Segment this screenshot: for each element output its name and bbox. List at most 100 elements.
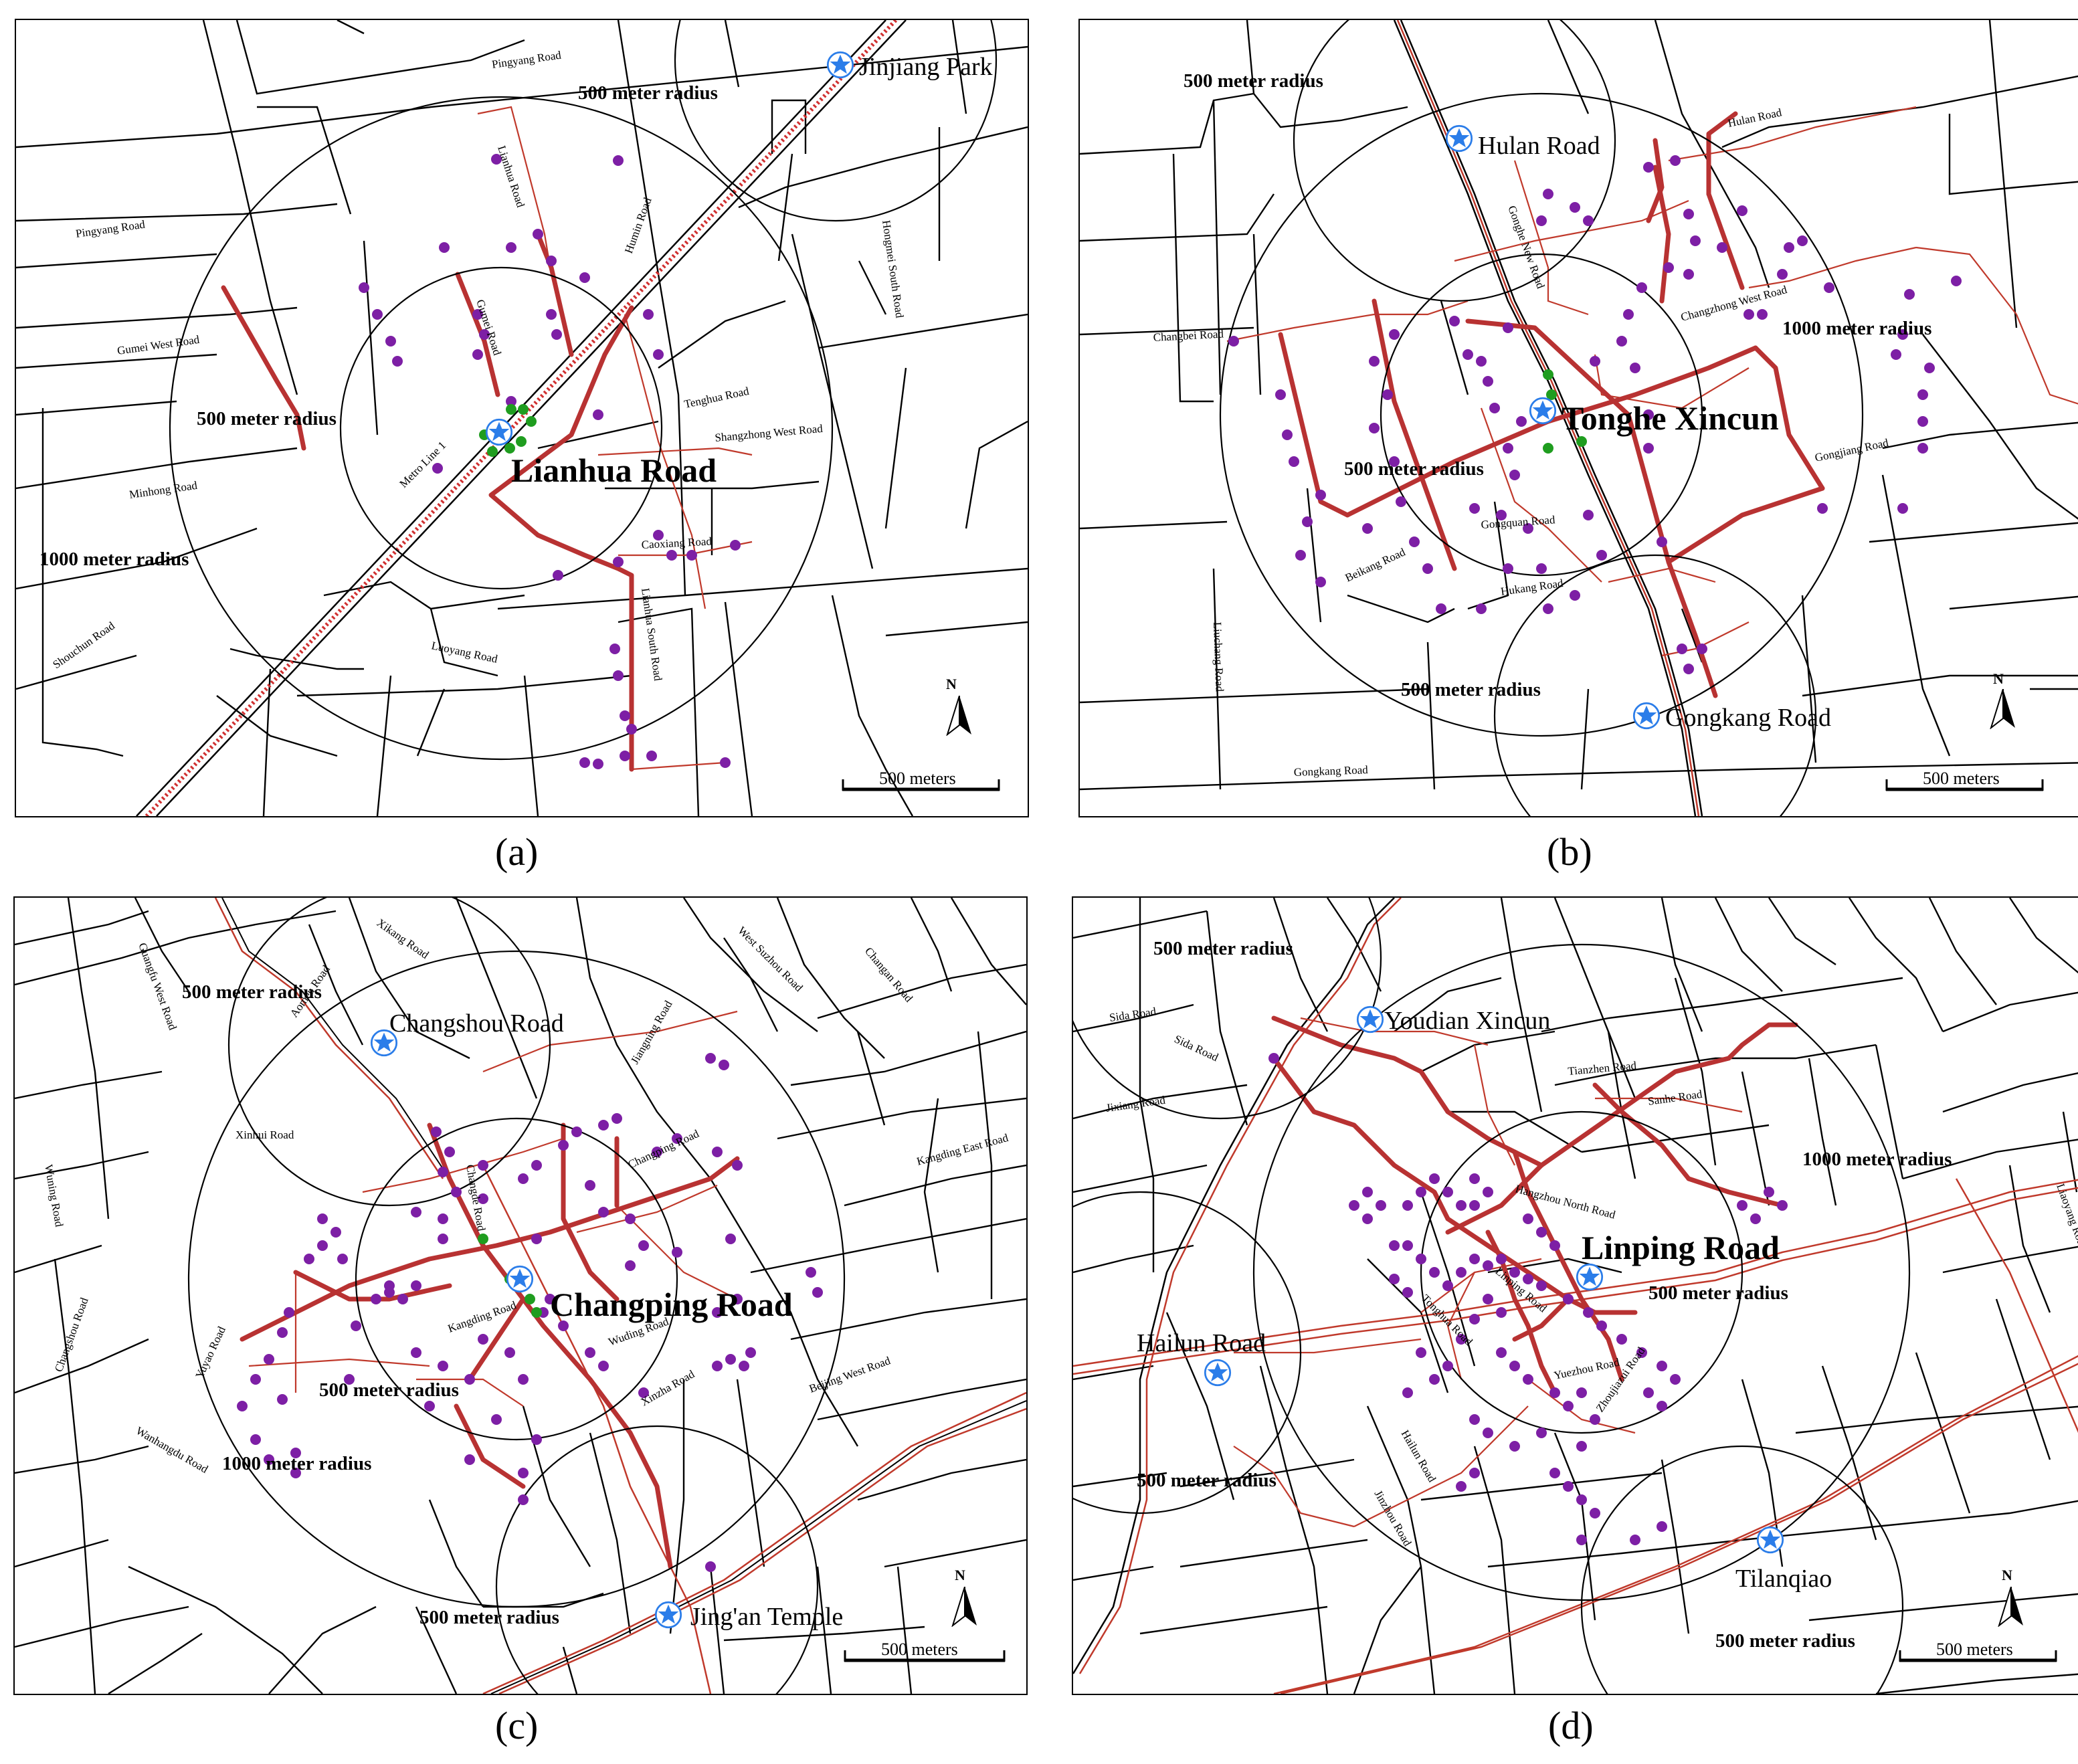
map-panel-d: Sida Road Sida Road Tianzhen Road Sanhe … xyxy=(1072,896,2078,1695)
road-labels: Hulan Road Gonghe New Road Changbei Road… xyxy=(1153,106,1890,779)
radius-labels: 500 meter radius 1000 meter radius 500 m… xyxy=(1137,938,1952,1652)
radius-label: 1000 meter radius xyxy=(1782,318,1931,339)
station-label: Tilanqiao xyxy=(1735,1565,1832,1593)
radius-label: 500 meter radius xyxy=(419,1607,559,1628)
caption-a: (a) xyxy=(495,830,539,874)
road-label: Pingyang Road xyxy=(491,49,562,71)
road-label: Sida Road xyxy=(1172,1032,1220,1064)
main-station-star-icon xyxy=(1576,1263,1604,1291)
road-label: Humin Road xyxy=(622,195,654,255)
north-arrow-icon xyxy=(947,696,972,735)
road-label: Jixiang Road xyxy=(1105,1094,1167,1114)
road-label: Xikang Road xyxy=(375,916,432,962)
station-star-icon xyxy=(1756,1526,1784,1554)
station-star-icon xyxy=(826,51,854,79)
station-star-icon xyxy=(1204,1359,1232,1387)
main-station-star-icon xyxy=(1529,397,1557,425)
road-label: Xinhui Road xyxy=(235,1129,294,1141)
station-label: Jinjiang Park xyxy=(859,53,992,81)
scale-bar: 500 meters xyxy=(1885,769,2044,791)
radius-labels: 500 meter radius 500 meter radius 1000 m… xyxy=(182,981,559,1628)
scale-label: 500 meters xyxy=(881,1640,958,1659)
station-label: Gongkang Road xyxy=(1665,704,1831,732)
metro-lines xyxy=(214,898,1026,1694)
poi-points xyxy=(237,1053,823,1572)
radius-labels: 500 meter radius 1000 meter radius 500 m… xyxy=(1184,70,1931,700)
road-label: Kangding East Road xyxy=(915,1131,1010,1168)
map-panel-c: Xikang Road Guangfu West Road Aomen Road… xyxy=(13,896,1028,1695)
scale-label: 500 meters xyxy=(1923,769,2000,788)
main-station-label: Linping Road xyxy=(1582,1229,1780,1266)
main-station-label: Changping Road xyxy=(550,1286,793,1323)
thick-red-routes xyxy=(221,231,634,772)
metro-line xyxy=(1393,20,1703,816)
scale-bar: 500 meters xyxy=(842,769,1000,791)
poi-points xyxy=(359,154,741,769)
road-label: Beikang Road xyxy=(1343,545,1408,584)
road-label: Luoyang Road xyxy=(430,639,499,666)
north-arrow-icon xyxy=(1990,689,2016,728)
road-label: Yuezhou Road xyxy=(1553,1356,1621,1382)
road-label: Sanhe Road xyxy=(1647,1088,1703,1108)
road-label: Changan Road xyxy=(862,945,916,1005)
road-label: Changshou Road xyxy=(52,1296,91,1374)
buffer-rings xyxy=(187,898,846,1694)
road-label: Hongmei South Road xyxy=(880,219,906,319)
road-label: Hailun Road xyxy=(1399,1428,1439,1485)
radius-label: 500 meter radius xyxy=(1648,1282,1788,1304)
thin-red-routes xyxy=(248,1010,738,1407)
main-station-star-icon xyxy=(506,1265,534,1293)
radius-label: 500 meter radius xyxy=(578,82,718,104)
caption-d: (d) xyxy=(1548,1704,1594,1747)
road-label: Gumei West Road xyxy=(116,333,201,357)
north-label: N xyxy=(946,676,957,692)
road-label: Hukang Road xyxy=(1500,577,1564,598)
thick-red-routes xyxy=(240,1122,740,1569)
radius-labels: 500 meter radius 500 meter radius 1000 m… xyxy=(39,82,718,570)
road-label: Gongjiang Road xyxy=(1814,436,1890,464)
road-label: Changzhong West Road xyxy=(1679,283,1788,324)
station-star-icon xyxy=(1632,702,1661,730)
thick-red-routes xyxy=(1278,111,1825,698)
road-network xyxy=(1073,898,2078,1694)
buffer-rings xyxy=(1073,898,1911,1694)
radius-label: 500 meter radius xyxy=(1344,458,1484,480)
caption-c: (c) xyxy=(495,1704,539,1747)
radius-label: 500 meter radius xyxy=(1401,679,1541,700)
road-label: Lianhua South Road xyxy=(639,587,664,682)
poi-points xyxy=(1268,1053,1788,1545)
road-label: Kangding Road xyxy=(446,1298,518,1335)
north-arrow-icon xyxy=(1998,1587,2024,1626)
station-label: Youdian Xincun xyxy=(1384,1007,1550,1035)
main-station-label: Tonghe Xincun xyxy=(1562,399,1779,437)
road-label: Gongquan Road xyxy=(1481,513,1556,531)
radius-label: 500 meter radius xyxy=(319,1379,459,1401)
road-label: Xinzha Road xyxy=(639,1367,697,1408)
road-label: Shangzhong West Road xyxy=(715,422,824,444)
road-label: Wanhangdu Road xyxy=(134,1424,211,1476)
map-panel-b: Hulan Road Gonghe New Road Changbei Road… xyxy=(1078,19,2078,817)
radius-label: 500 meter radius xyxy=(197,408,337,429)
road-label: Beijing West Road xyxy=(808,1354,892,1395)
road-label: West Suzhou Road xyxy=(735,924,806,994)
station-star-icon xyxy=(1356,1005,1384,1034)
north-label: N xyxy=(1993,670,2004,687)
road-network xyxy=(1080,20,2078,791)
scale-bar: 500 meters xyxy=(844,1640,1006,1662)
road-label: Jiangning Road xyxy=(628,998,675,1066)
radius-label: 500 meter radius xyxy=(1184,70,1323,92)
station-label: Changshou Road xyxy=(389,1009,564,1038)
radius-label: 1000 meter radius xyxy=(39,549,189,570)
road-label: Liuchang Road xyxy=(1211,621,1226,692)
road-label: Sida Road xyxy=(1109,1005,1157,1024)
road-label: Liaoyang Road xyxy=(2054,1182,2078,1252)
north-label: N xyxy=(955,1567,965,1583)
road-label: Wuning Road xyxy=(42,1163,66,1228)
road-network xyxy=(15,898,1026,1694)
metro-lines xyxy=(1073,898,2078,1694)
caption-b: (b) xyxy=(1547,830,1592,874)
scale-bar: 500 meters xyxy=(1899,1640,2057,1662)
road-network xyxy=(16,20,1028,816)
thin-red-routes xyxy=(477,106,753,771)
road-label: Yuyao Road xyxy=(193,1324,228,1380)
